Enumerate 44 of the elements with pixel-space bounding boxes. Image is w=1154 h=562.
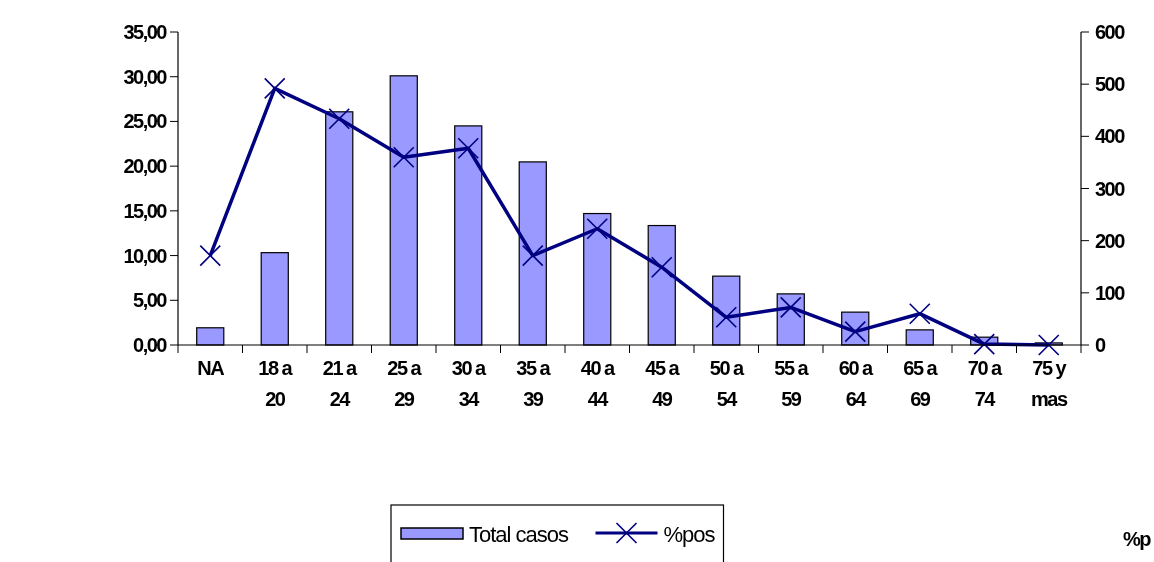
- x-tick-label: 70 a 74: [967, 357, 1004, 410]
- y-tick-label: 5,00: [133, 289, 168, 312]
- point: [779, 296, 802, 319]
- y-tick-label: 35,00: [123, 21, 168, 43]
- point: [650, 256, 673, 278]
- y-tick-label: 10,00: [123, 244, 168, 267]
- point: [586, 217, 609, 240]
- legend-label: %pos: [663, 522, 716, 547]
- text: %p: [1123, 528, 1152, 550]
- point: [328, 107, 351, 130]
- y-tick-label: 0,00: [133, 334, 168, 356]
- x-tick-label: 25 a 29: [387, 357, 423, 410]
- point: [1037, 334, 1060, 356]
- y-tick-label: 25,00: [123, 110, 168, 133]
- x-tick-label: 60 a 64: [838, 357, 875, 410]
- point: [521, 244, 544, 267]
- legend-label: Total casos: [469, 522, 570, 547]
- y2-tick-label: 100: [1095, 281, 1126, 304]
- point: [457, 137, 480, 160]
- x-tick-label: 55 a 59: [774, 357, 810, 410]
- y-tick-label: 15,00: [123, 199, 168, 222]
- y2-tick-label: 500: [1095, 73, 1126, 96]
- x-tick-label: NA: [197, 357, 225, 379]
- y2-tick-label: 0: [1095, 334, 1106, 356]
- point: [392, 146, 415, 168]
- point: [973, 333, 996, 355]
- x-tick-label: 35 a 39: [516, 357, 552, 410]
- x-tick-label: 75 y mas: [1030, 357, 1068, 410]
- point: [199, 244, 222, 267]
- x-tick-label: 45 a 49: [645, 357, 681, 410]
- x-tick-label: 30 a 34: [451, 357, 488, 410]
- x-tick-label: 18 a 20: [258, 357, 294, 410]
- x-tick-label: 40 a 44: [580, 357, 617, 410]
- point: [263, 77, 286, 100]
- y-tick-label: 30,00: [123, 65, 168, 88]
- y2-tick-label: 200: [1095, 229, 1126, 252]
- x-tick-label: 21 a 24: [322, 357, 359, 410]
- y-tick-label: 20,00: [123, 155, 168, 178]
- x-tick-label: 50 a 54: [709, 357, 746, 410]
- y2-tick-label: 400: [1095, 125, 1126, 148]
- y2-tick-label: 300: [1095, 177, 1126, 200]
- point: [908, 302, 931, 325]
- x-tick-label: 65 a 69: [903, 357, 939, 410]
- y2-tick-label: 600: [1095, 21, 1126, 43]
